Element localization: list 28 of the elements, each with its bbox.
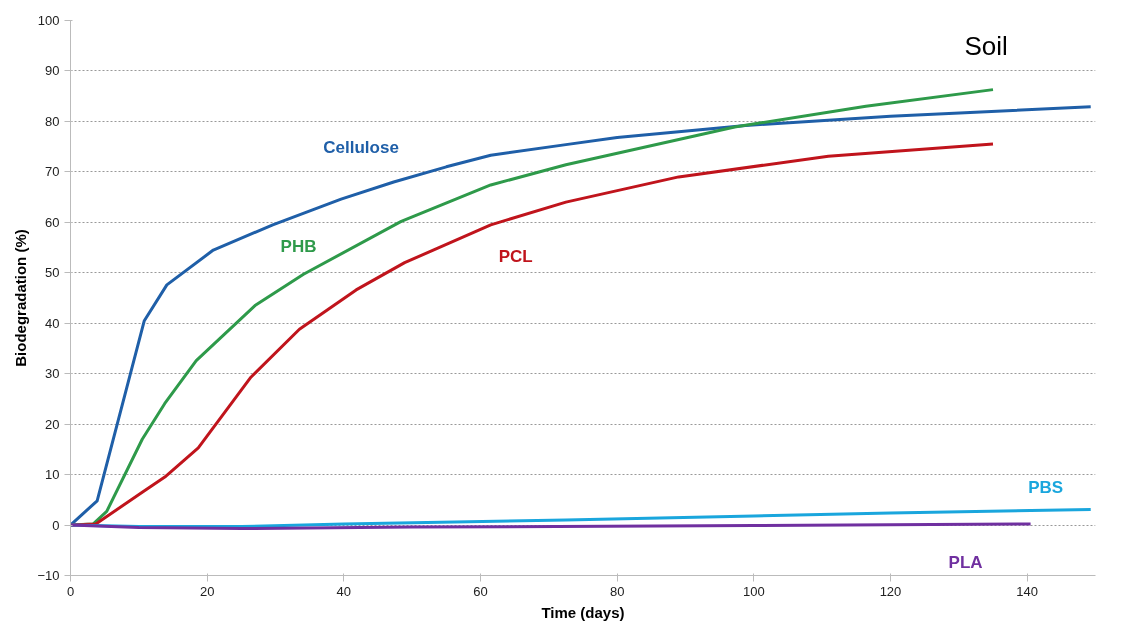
x-tick-label: 60 <box>473 583 488 599</box>
x-tick-label: 0 <box>66 583 75 599</box>
y-tick-label: 30 <box>45 366 60 382</box>
series-label: PHB <box>280 236 317 256</box>
y-tick-label: 80 <box>45 113 60 129</box>
y-tick-label: 60 <box>45 214 60 230</box>
y-tick-label: 20 <box>45 416 60 432</box>
series-label: Cellulose <box>323 137 399 157</box>
y-axis-title: Biodegradation (%) <box>12 229 30 367</box>
y-tick-label: 70 <box>45 164 60 180</box>
y-tick-label: 40 <box>45 315 60 331</box>
x-tick-label: 140 <box>1016 583 1039 599</box>
series-label: PLA <box>948 552 983 572</box>
y-tick-label: 100 <box>37 13 60 28</box>
y-tick-label: 90 <box>45 63 60 79</box>
y-tick-label: 50 <box>45 265 60 281</box>
x-tick-label: 100 <box>742 583 765 599</box>
x-tick-label: 40 <box>336 583 352 599</box>
y-tick-label: −10 <box>37 568 60 583</box>
x-axis-title: Time (days) <box>541 603 625 621</box>
series-label: PBS <box>1028 477 1064 497</box>
series-label: PCL <box>498 247 533 267</box>
chart-title: Soil <box>964 30 1008 61</box>
x-tick-label: 20 <box>199 583 215 599</box>
x-tick-label: 120 <box>879 583 902 599</box>
y-tick-label: 0 <box>52 517 60 533</box>
y-tick-label: 10 <box>45 467 60 483</box>
x-tick-label: 80 <box>609 583 625 599</box>
